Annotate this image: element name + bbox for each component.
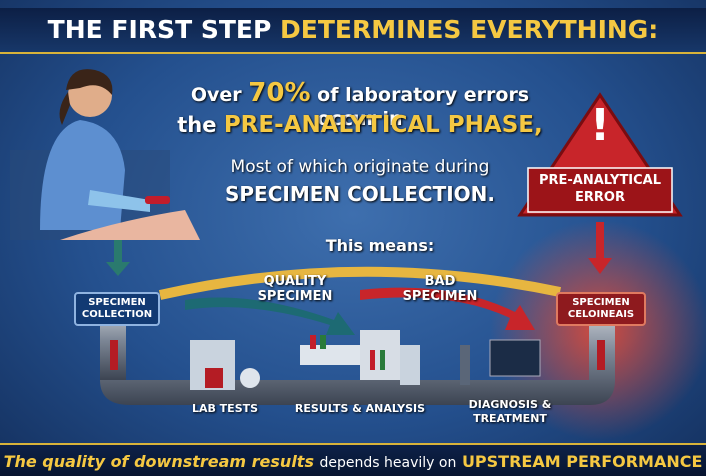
footer-text: The quality of downstream results <box>4 452 314 471</box>
footer-text: UPSTREAM PERFORMANCE <box>462 452 702 471</box>
quality-label: QUALITY SPECIMEN <box>240 274 350 304</box>
headline-highlight: SPECIMEN COLLECTION. <box>160 182 560 206</box>
highlight: 70% <box>248 78 310 108</box>
specimen-error-box: SPECIMEN CELOINEAIS <box>556 292 646 326</box>
footer: The quality of downstream results depend… <box>0 443 706 476</box>
stage-label: RESULTS & ANALYSIS <box>290 402 430 415</box>
specimen-collection-box: SPECIMEN COLLECTION <box>74 292 160 326</box>
headline-line: the PRE-ANALYTICAL PHASE, <box>160 112 560 138</box>
highlight: PRE-ANALYTICAL PHASE, <box>224 112 543 138</box>
footer-text: depends heavily on <box>320 455 457 471</box>
warning-label: PRE-ANALYTICAL ERROR <box>532 172 668 206</box>
headline-line: Most of which originate during <box>160 157 560 177</box>
stage-label: LAB TESTS <box>170 402 280 415</box>
title-highlight: DETERMINES EVERYTHING: <box>280 15 658 44</box>
subheading: This means: <box>280 236 480 255</box>
text: Over <box>191 84 242 106</box>
title-text: THE FIRST STEP <box>48 15 272 44</box>
title: THE FIRST STEP DETERMINES EVERYTHING: <box>0 8 706 54</box>
stage-label: DIAGNOSIS & TREATMENT <box>455 398 565 426</box>
arrow-down <box>106 240 130 276</box>
bad-label: BAD SPECIMEN <box>395 274 485 304</box>
warning-icon: ! <box>584 100 616 151</box>
text: the <box>177 113 216 137</box>
infographic: THE FIRST STEP DETERMINES EVERYTHING: Ov… <box>0 0 706 476</box>
